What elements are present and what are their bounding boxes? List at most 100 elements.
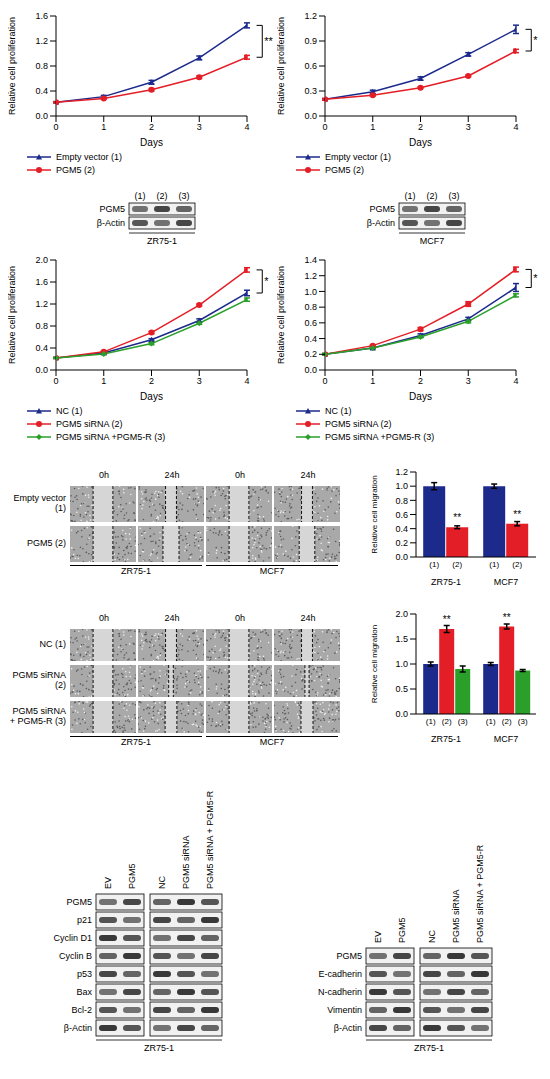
svg-text:1.2: 1.2 [395,467,408,477]
svg-text:(2): (2) [502,717,512,726]
svg-text:ZR75-1: ZR75-1 [414,1043,444,1053]
svg-text:ZR75-1: ZR75-1 [144,1043,174,1053]
svg-text:0.6: 0.6 [304,61,317,71]
svg-text:PGM5 siRNA: PGM5 siRNA [181,835,191,889]
svg-text:Cyclin D1: Cyclin D1 [53,933,92,943]
svg-text:(3): (3) [458,717,468,726]
svg-text:1.2: 1.2 [304,271,317,281]
svg-text:E-cadherin: E-cadherin [318,969,362,979]
svg-text:**: ** [453,512,461,523]
svg-text:1.0: 1.0 [304,287,317,297]
svg-text:Relative cell proliferation: Relative cell proliferation [277,17,286,115]
svg-text:1: 1 [370,376,375,386]
svg-text:0.0: 0.0 [304,365,317,375]
svg-text:(1): (1) [135,191,146,201]
svg-text:PGM5: PGM5 [99,204,125,214]
svg-text:Vimentin: Vimentin [327,1005,362,1015]
svg-text:2: 2 [418,376,423,386]
svg-text:2.0: 2.0 [395,609,408,619]
svg-text:4: 4 [244,122,249,132]
svg-text:0.4: 0.4 [395,524,408,534]
svg-text:NC: NC [157,876,167,889]
svg-text:(1): (1) [429,560,439,569]
svg-text:0.0: 0.0 [35,111,48,121]
svg-text:Relative cell proliferation: Relative cell proliferation [277,266,286,364]
svg-text:**: ** [443,614,451,625]
svg-text:0.0: 0.0 [304,111,317,121]
svg-text:(2): (2) [442,717,452,726]
svg-text:0.5: 0.5 [395,684,408,694]
svg-text:PGM5: PGM5 [336,951,362,961]
svg-text:Relative cell migration: Relative cell migration [370,625,379,703]
svg-text:1.0: 1.0 [395,481,408,491]
svg-text:ZR75-1: ZR75-1 [431,734,461,744]
svg-text:*: * [264,275,269,287]
svg-text:0.8: 0.8 [395,496,408,506]
svg-text:0: 0 [53,122,58,132]
svg-text:Bcl-2: Bcl-2 [71,1005,92,1015]
svg-text:0: 0 [322,122,327,132]
svg-text:PGM5: PGM5 [127,863,137,889]
svg-text:N-cadherin: N-cadherin [318,987,362,997]
svg-text:0.0: 0.0 [395,552,408,562]
svg-text:ZR75-1: ZR75-1 [431,577,461,587]
svg-text:0.9: 0.9 [304,36,317,46]
svg-text:Days: Days [409,391,432,402]
svg-text:MCF7: MCF7 [494,577,519,587]
svg-text:PGM5 siRNA + PGM5-R: PGM5 siRNA + PGM5-R [205,790,215,889]
svg-text:3: 3 [197,376,202,386]
svg-text:4: 4 [513,122,518,132]
svg-text:β-Actin: β-Actin [97,218,125,228]
svg-text:β-Actin: β-Actin [367,218,395,228]
svg-text:0.4: 0.4 [35,86,48,96]
svg-text:EV: EV [373,931,383,943]
svg-text:0: 0 [322,376,327,386]
svg-text:β-Actin: β-Actin [334,1023,362,1033]
svg-text:Bax: Bax [76,987,92,997]
svg-text:2: 2 [149,376,154,386]
svg-text:1.6: 1.6 [35,277,48,287]
svg-text:PGM5 siRNA + PGM5-R: PGM5 siRNA + PGM5-R [475,844,485,943]
svg-text:0.8: 0.8 [35,61,48,71]
svg-text:0.3: 0.3 [304,86,317,96]
svg-text:ZR75-1: ZR75-1 [147,236,177,246]
svg-text:p21: p21 [77,915,92,925]
svg-text:3: 3 [197,122,202,132]
svg-text:2.0: 2.0 [35,255,48,265]
svg-text:**: ** [264,35,273,47]
svg-text:(3): (3) [179,191,190,201]
svg-text:1.6: 1.6 [35,11,48,21]
svg-text:EV: EV [103,877,113,889]
svg-text:0: 0 [53,376,58,386]
svg-text:1: 1 [101,122,106,132]
svg-text:0.4: 0.4 [304,334,317,344]
svg-text:1: 1 [370,122,375,132]
svg-text:PGM5 siRNA: PGM5 siRNA [451,889,461,943]
svg-text:0.6: 0.6 [304,318,317,328]
svg-text:(1): (1) [486,717,496,726]
svg-text:*: * [533,34,538,46]
svg-text:0.2: 0.2 [304,349,317,359]
svg-text:1.2: 1.2 [304,11,317,21]
svg-text:(1): (1) [489,560,499,569]
svg-text:2: 2 [418,122,423,132]
svg-text:Days: Days [140,391,163,402]
svg-text:(2): (2) [157,191,168,201]
svg-text:Days: Days [409,137,432,148]
svg-text:β-Actin: β-Actin [64,1023,92,1033]
svg-text:1.2: 1.2 [35,299,48,309]
svg-text:MCF7: MCF7 [420,236,445,246]
svg-text:2: 2 [149,122,154,132]
svg-text:4: 4 [244,376,249,386]
svg-text:PGM5: PGM5 [397,917,407,943]
svg-text:0.8: 0.8 [35,321,48,331]
svg-text:*: * [533,272,538,284]
svg-text:**: ** [513,509,521,520]
svg-text:1: 1 [101,376,106,386]
svg-text:1.0: 1.0 [395,659,408,669]
svg-text:(3): (3) [449,191,460,201]
svg-text:PGM5: PGM5 [369,204,395,214]
svg-text:PGM5: PGM5 [66,897,92,907]
svg-text:0.6: 0.6 [395,510,408,520]
svg-text:0.2: 0.2 [395,538,408,548]
